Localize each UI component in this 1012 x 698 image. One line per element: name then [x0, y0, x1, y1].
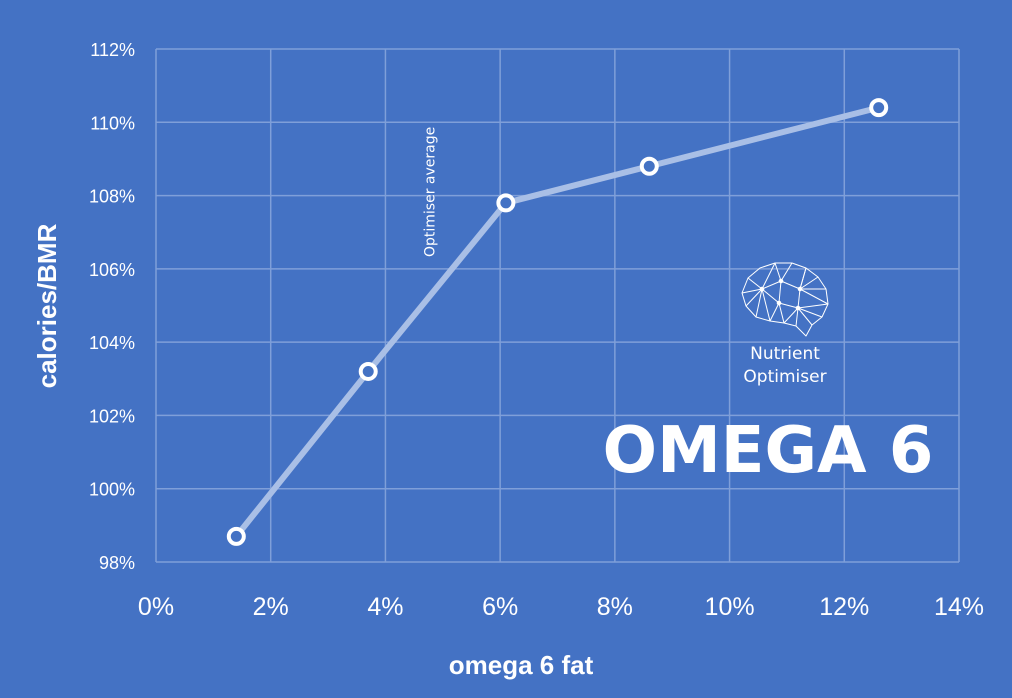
chart-grid	[155, 48, 960, 563]
data-point	[496, 193, 516, 213]
y-tick-label: 98%	[99, 553, 135, 573]
y-tick-label: 102%	[89, 406, 135, 426]
y-tick-label: 112%	[90, 40, 135, 60]
y-tick-label: 104%	[89, 333, 135, 353]
nutrient-optimiser-logo: Nutrient Optimiser	[741, 262, 829, 387]
x-tick-label: 0%	[138, 593, 174, 621]
y-axis-tick-labels: 98% 100% 102% 104% 106% 108% 110% 112%	[89, 40, 135, 573]
x-tick-label: 12%	[819, 593, 869, 621]
y-axis-title: calories/BMR	[32, 223, 62, 388]
data-point	[226, 526, 246, 546]
optimiser-average-annotation: Optimiser average	[422, 127, 438, 257]
x-tick-label: 4%	[367, 593, 403, 621]
x-tick-label: 2%	[253, 593, 289, 621]
chart-title: OMEGA 6	[603, 414, 934, 488]
x-tick-label: 10%	[705, 593, 755, 621]
y-tick-label: 106%	[89, 260, 135, 280]
x-tick-label: 6%	[482, 593, 518, 621]
y-tick-label: 100%	[89, 480, 135, 500]
logo-text-line2: Optimiser	[743, 367, 826, 387]
x-tick-label: 8%	[597, 593, 633, 621]
data-point	[639, 156, 659, 176]
y-tick-label: 108%	[89, 187, 135, 207]
x-tick-label: 14%	[934, 593, 984, 621]
data-point	[869, 98, 889, 118]
y-tick-label: 110%	[90, 113, 135, 133]
brain-network-icon	[741, 262, 829, 337]
data-points	[226, 98, 889, 546]
data-point	[358, 361, 378, 381]
logo-text-line1: Nutrient	[750, 344, 820, 364]
x-axis-title: omega 6 fat	[449, 650, 594, 680]
x-axis-tick-labels: 0% 2% 4% 6% 8% 10% 12% 14%	[138, 593, 984, 621]
